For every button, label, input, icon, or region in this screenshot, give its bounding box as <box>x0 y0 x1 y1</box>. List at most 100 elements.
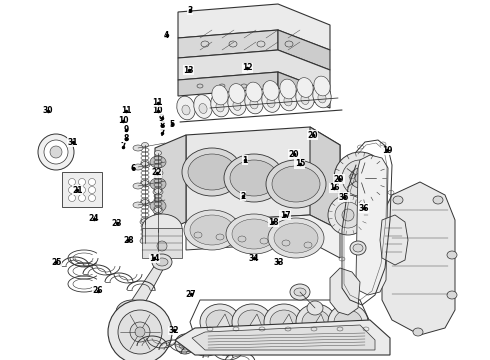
Ellipse shape <box>78 179 85 185</box>
Text: 18: 18 <box>268 218 279 227</box>
Ellipse shape <box>154 170 162 175</box>
Ellipse shape <box>78 194 85 202</box>
Ellipse shape <box>118 310 162 354</box>
Polygon shape <box>178 72 278 96</box>
Text: 34: 34 <box>248 254 259 263</box>
Text: 25: 25 <box>51 258 62 266</box>
Polygon shape <box>247 314 273 345</box>
Text: 29: 29 <box>334 175 344 184</box>
Polygon shape <box>310 127 340 230</box>
Polygon shape <box>192 325 375 350</box>
Ellipse shape <box>89 179 96 185</box>
Ellipse shape <box>355 173 365 183</box>
Ellipse shape <box>291 330 309 344</box>
Text: 35: 35 <box>339 193 349 202</box>
Polygon shape <box>278 30 330 70</box>
Ellipse shape <box>323 330 341 344</box>
Text: 22: 22 <box>151 168 162 177</box>
Ellipse shape <box>297 78 313 97</box>
Ellipse shape <box>302 310 330 334</box>
Text: 2: 2 <box>240 192 245 201</box>
Ellipse shape <box>216 102 224 112</box>
Ellipse shape <box>153 246 163 252</box>
Ellipse shape <box>328 195 368 235</box>
Text: 14: 14 <box>149 254 160 263</box>
Bar <box>62 172 102 207</box>
Ellipse shape <box>200 304 240 340</box>
Ellipse shape <box>152 254 172 270</box>
Ellipse shape <box>194 95 212 118</box>
Ellipse shape <box>301 95 309 104</box>
Ellipse shape <box>177 96 195 120</box>
Ellipse shape <box>334 152 386 204</box>
Ellipse shape <box>350 241 366 255</box>
Polygon shape <box>124 262 167 312</box>
Ellipse shape <box>140 238 150 244</box>
Polygon shape <box>279 314 305 345</box>
Ellipse shape <box>116 300 148 324</box>
Ellipse shape <box>150 156 166 168</box>
Text: 20: 20 <box>307 130 318 139</box>
Text: 27: 27 <box>186 290 196 299</box>
Ellipse shape <box>263 81 279 100</box>
Ellipse shape <box>175 334 195 354</box>
Ellipse shape <box>140 200 150 206</box>
Text: 36: 36 <box>358 203 369 212</box>
Ellipse shape <box>122 305 142 319</box>
Ellipse shape <box>224 154 284 202</box>
Polygon shape <box>155 135 186 235</box>
Ellipse shape <box>188 154 236 190</box>
Text: 33: 33 <box>273 258 284 266</box>
Ellipse shape <box>232 304 272 340</box>
Text: 31: 31 <box>67 138 78 147</box>
Ellipse shape <box>350 168 370 188</box>
Text: 24: 24 <box>89 214 99 223</box>
Ellipse shape <box>133 183 143 189</box>
Text: 21: 21 <box>72 186 83 194</box>
Text: 3: 3 <box>188 5 193 14</box>
Ellipse shape <box>229 84 245 103</box>
Ellipse shape <box>270 310 298 334</box>
Ellipse shape <box>266 160 326 208</box>
Ellipse shape <box>313 84 331 108</box>
Ellipse shape <box>262 89 280 112</box>
Ellipse shape <box>250 99 258 109</box>
Text: 5: 5 <box>170 120 175 129</box>
Ellipse shape <box>157 241 167 251</box>
Ellipse shape <box>267 98 275 107</box>
Ellipse shape <box>238 310 266 334</box>
Ellipse shape <box>233 100 241 111</box>
Text: 1: 1 <box>243 156 247 165</box>
Text: 17: 17 <box>280 211 291 220</box>
Ellipse shape <box>150 200 166 212</box>
Ellipse shape <box>342 209 354 221</box>
Ellipse shape <box>154 189 162 194</box>
Ellipse shape <box>154 226 162 231</box>
Ellipse shape <box>78 186 85 194</box>
Ellipse shape <box>89 186 96 194</box>
Ellipse shape <box>156 258 168 266</box>
Ellipse shape <box>353 244 363 252</box>
Ellipse shape <box>184 210 240 250</box>
Text: 8: 8 <box>159 121 164 130</box>
Ellipse shape <box>280 79 296 99</box>
Ellipse shape <box>89 194 96 202</box>
Ellipse shape <box>294 288 306 296</box>
Ellipse shape <box>142 180 148 185</box>
Ellipse shape <box>274 223 318 253</box>
Ellipse shape <box>182 105 190 115</box>
Text: 7: 7 <box>159 129 164 138</box>
Ellipse shape <box>190 215 234 245</box>
Ellipse shape <box>286 325 314 349</box>
Ellipse shape <box>153 208 163 214</box>
Text: 11: 11 <box>121 107 132 115</box>
Ellipse shape <box>342 160 378 196</box>
Ellipse shape <box>140 181 150 187</box>
Ellipse shape <box>222 325 250 349</box>
Ellipse shape <box>296 304 336 340</box>
Ellipse shape <box>212 85 228 105</box>
Ellipse shape <box>268 218 324 258</box>
Polygon shape <box>380 215 408 265</box>
Ellipse shape <box>140 219 150 225</box>
Ellipse shape <box>328 304 368 340</box>
